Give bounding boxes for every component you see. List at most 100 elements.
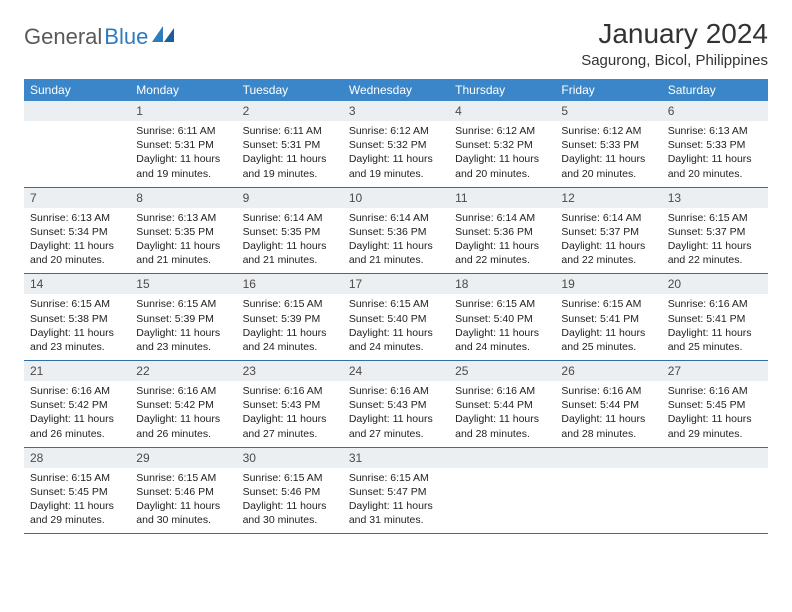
sunset-text: Sunset: 5:41 PM (561, 312, 655, 326)
sunrise-text: Sunrise: 6:13 AM (668, 124, 762, 138)
calendar-grid: Sunday Monday Tuesday Wednesday Thursday… (24, 79, 768, 534)
day-number: 28 (24, 448, 130, 468)
daylight-text: and 23 minutes. (136, 340, 230, 354)
daylight-text: and 20 minutes. (30, 253, 124, 267)
day-number: 4 (449, 101, 555, 121)
daylight-text: Daylight: 11 hours (136, 239, 230, 253)
sunrise-text: Sunrise: 6:13 AM (136, 211, 230, 225)
day-number: 6 (662, 101, 768, 121)
sunrise-text: Sunrise: 6:16 AM (349, 384, 443, 398)
day-cell: Sunrise: 6:15 AMSunset: 5:47 PMDaylight:… (343, 468, 449, 534)
daylight-text: and 20 minutes. (561, 167, 655, 181)
day-number: 30 (237, 448, 343, 468)
weekday-header: Monday (130, 79, 236, 101)
day-cell (555, 468, 661, 534)
sunset-text: Sunset: 5:38 PM (30, 312, 124, 326)
day-cell: Sunrise: 6:14 AMSunset: 5:36 PMDaylight:… (449, 208, 555, 274)
daylight-text: Daylight: 11 hours (349, 239, 443, 253)
sunrise-text: Sunrise: 6:15 AM (668, 211, 762, 225)
weeks-container: 123456Sunrise: 6:11 AMSunset: 5:31 PMDay… (24, 101, 768, 534)
sunrise-text: Sunrise: 6:16 AM (243, 384, 337, 398)
sunset-text: Sunset: 5:37 PM (561, 225, 655, 239)
day-cell: Sunrise: 6:16 AMSunset: 5:41 PMDaylight:… (662, 294, 768, 360)
daylight-text: Daylight: 11 hours (243, 239, 337, 253)
day-number-row: 14151617181920 (24, 274, 768, 294)
logo-text-general: General (24, 24, 102, 50)
day-cell: Sunrise: 6:14 AMSunset: 5:37 PMDaylight:… (555, 208, 661, 274)
sunrise-text: Sunrise: 6:14 AM (349, 211, 443, 225)
calendar-week: 14151617181920Sunrise: 6:15 AMSunset: 5:… (24, 274, 768, 361)
day-number (449, 448, 555, 468)
daylight-text: and 24 minutes. (243, 340, 337, 354)
day-cell: Sunrise: 6:15 AMSunset: 5:40 PMDaylight:… (449, 294, 555, 360)
daylight-text: Daylight: 11 hours (455, 412, 549, 426)
day-cell: Sunrise: 6:11 AMSunset: 5:31 PMDaylight:… (237, 121, 343, 187)
day-cell: Sunrise: 6:16 AMSunset: 5:43 PMDaylight:… (237, 381, 343, 447)
daylight-text: Daylight: 11 hours (561, 412, 655, 426)
sunset-text: Sunset: 5:33 PM (561, 138, 655, 152)
daylight-text: and 25 minutes. (561, 340, 655, 354)
daylight-text: Daylight: 11 hours (243, 499, 337, 513)
daylight-text: and 22 minutes. (561, 253, 655, 267)
daylight-text: Daylight: 11 hours (349, 499, 443, 513)
daylight-text: and 24 minutes. (455, 340, 549, 354)
sunrise-text: Sunrise: 6:15 AM (136, 471, 230, 485)
sunrise-text: Sunrise: 6:14 AM (561, 211, 655, 225)
day-number: 31 (343, 448, 449, 468)
sunset-text: Sunset: 5:32 PM (455, 138, 549, 152)
sunset-text: Sunset: 5:40 PM (349, 312, 443, 326)
sunset-text: Sunset: 5:46 PM (136, 485, 230, 499)
daylight-text: and 21 minutes. (243, 253, 337, 267)
sunset-text: Sunset: 5:42 PM (30, 398, 124, 412)
daylight-text: Daylight: 11 hours (30, 412, 124, 426)
day-number: 8 (130, 188, 236, 208)
sunset-text: Sunset: 5:31 PM (243, 138, 337, 152)
daylight-text: Daylight: 11 hours (668, 412, 762, 426)
day-cell: Sunrise: 6:15 AMSunset: 5:45 PMDaylight:… (24, 468, 130, 534)
sunrise-text: Sunrise: 6:15 AM (455, 297, 549, 311)
day-cell (662, 468, 768, 534)
sunset-text: Sunset: 5:43 PM (243, 398, 337, 412)
daylight-text: and 21 minutes. (349, 253, 443, 267)
sunset-text: Sunset: 5:45 PM (668, 398, 762, 412)
daylight-text: Daylight: 11 hours (561, 326, 655, 340)
sunset-text: Sunset: 5:36 PM (349, 225, 443, 239)
daylight-text: Daylight: 11 hours (243, 326, 337, 340)
daylight-text: and 27 minutes. (243, 427, 337, 441)
sunrise-text: Sunrise: 6:12 AM (349, 124, 443, 138)
day-number: 27 (662, 361, 768, 381)
sunset-text: Sunset: 5:43 PM (349, 398, 443, 412)
sunrise-text: Sunrise: 6:16 AM (136, 384, 230, 398)
daylight-text: Daylight: 11 hours (349, 412, 443, 426)
daylight-text: Daylight: 11 hours (561, 152, 655, 166)
daylight-text: Daylight: 11 hours (668, 326, 762, 340)
day-cell: Sunrise: 6:13 AMSunset: 5:35 PMDaylight:… (130, 208, 236, 274)
day-number: 1 (130, 101, 236, 121)
weekday-header-row: Sunday Monday Tuesday Wednesday Thursday… (24, 79, 768, 101)
day-number: 2 (237, 101, 343, 121)
daylight-text: and 19 minutes. (349, 167, 443, 181)
day-cell: Sunrise: 6:12 AMSunset: 5:32 PMDaylight:… (449, 121, 555, 187)
sunset-text: Sunset: 5:35 PM (243, 225, 337, 239)
daylight-text: Daylight: 11 hours (30, 326, 124, 340)
sunrise-text: Sunrise: 6:11 AM (136, 124, 230, 138)
sunset-text: Sunset: 5:40 PM (455, 312, 549, 326)
day-cell: Sunrise: 6:16 AMSunset: 5:44 PMDaylight:… (449, 381, 555, 447)
sunset-text: Sunset: 5:36 PM (455, 225, 549, 239)
daylight-text: Daylight: 11 hours (136, 152, 230, 166)
sunrise-text: Sunrise: 6:15 AM (136, 297, 230, 311)
day-number: 26 (555, 361, 661, 381)
day-cell: Sunrise: 6:13 AMSunset: 5:33 PMDaylight:… (662, 121, 768, 187)
day-number: 3 (343, 101, 449, 121)
daylight-text: and 29 minutes. (30, 513, 124, 527)
daylight-text: Daylight: 11 hours (349, 152, 443, 166)
daylight-text: and 22 minutes. (668, 253, 762, 267)
sunrise-text: Sunrise: 6:16 AM (30, 384, 124, 398)
daylight-text: Daylight: 11 hours (243, 152, 337, 166)
sunrise-text: Sunrise: 6:14 AM (455, 211, 549, 225)
day-cell: Sunrise: 6:16 AMSunset: 5:45 PMDaylight:… (662, 381, 768, 447)
daylight-text: and 23 minutes. (30, 340, 124, 354)
daylight-text: Daylight: 11 hours (455, 152, 549, 166)
weekday-header: Thursday (449, 79, 555, 101)
day-number: 21 (24, 361, 130, 381)
